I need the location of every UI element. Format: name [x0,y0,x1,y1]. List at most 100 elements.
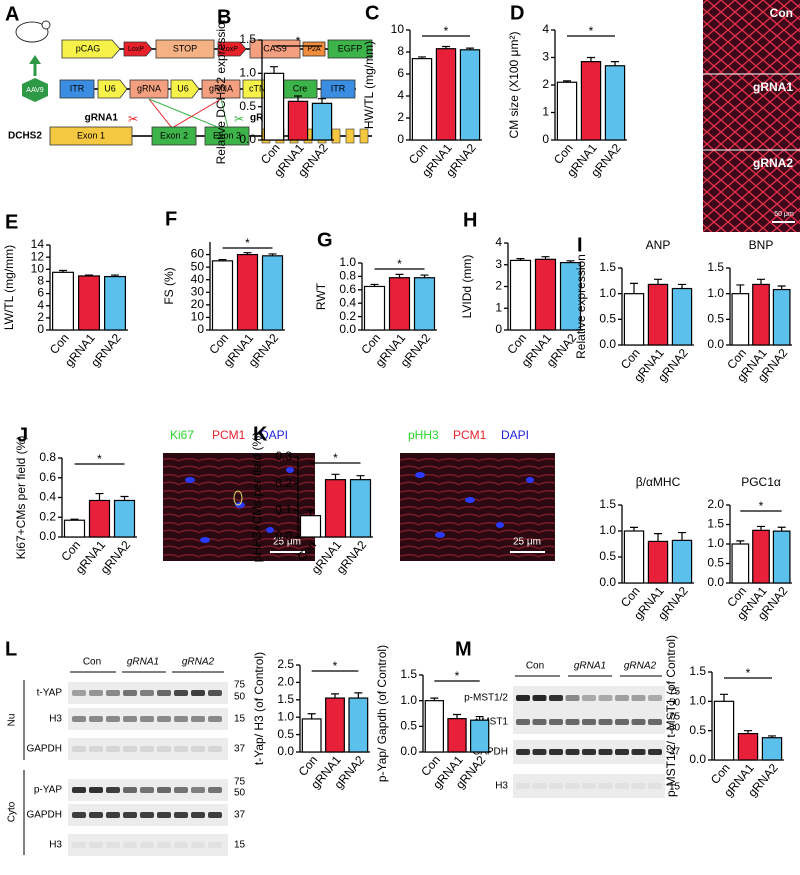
element-label: CAS9 [263,43,287,53]
y-tick-label: 0 [495,322,502,336]
band [89,812,103,818]
y-axis-label: p-MST1/2/ t-MST1 (of Control) [664,635,678,797]
element-label: ITR [70,83,85,93]
band [89,716,103,722]
bar [435,48,457,141]
stain-label: Ki67 [170,428,194,442]
y-axis-label: Ki67+CMs per field (%) [14,436,28,560]
band [615,695,629,701]
bar [63,519,86,538]
band [106,812,120,818]
band [615,783,629,789]
mw-marker: 50 [669,698,681,709]
micrograph [400,453,555,561]
y-tick-label: 10 [191,310,205,324]
y-tick-label: 1.0 [689,694,706,708]
bar [752,529,770,584]
error-bar [331,473,340,480]
band [140,716,154,722]
error-bar [516,258,525,261]
y-axis-label: pHH3+CMs per field (%) [250,432,264,562]
band [565,783,580,789]
band [208,812,222,818]
chart-title: β/αMHC [636,475,681,489]
significance-label: * [746,666,751,680]
row-label: GAPDH [26,810,62,821]
error-bar [630,282,638,294]
exon-label: Exon 3 [213,130,241,140]
bar [299,515,322,538]
y-tick-label: 4 [495,235,502,249]
band [631,783,646,789]
y-tick-label: 10 [391,22,405,36]
mw-marker: 75 [234,680,246,691]
group-label: gRNA1 [127,657,159,668]
y-tick-label: 0.0 [599,337,616,351]
significance-label: * [455,669,460,683]
bar [388,277,411,331]
y-tick-label: 20 [191,297,205,311]
y-tick-label: 1.5 [599,260,616,274]
band [549,695,563,701]
y-tick-label: 0.0 [707,575,724,589]
band [191,716,205,722]
band [157,787,171,793]
y-tick-label: 0.0 [689,752,706,766]
error-bar [356,475,365,480]
significance-label: * [759,499,764,513]
error-bar [59,269,67,273]
target-line [171,98,222,129]
y-tick-label: 6 [37,286,44,300]
band [549,749,563,755]
y-axis-label: CM size (X100 μm²) [507,32,521,139]
y-tick-label: 2.0 [707,497,724,511]
u6 [170,79,200,99]
element-label: LoxP [128,46,144,53]
band [140,787,154,793]
bar [772,288,791,346]
y-tick-label: 0.1 [275,503,292,517]
bar [772,530,791,584]
y-tick-label: 2 [397,110,404,124]
row-label: GAPDH [26,744,62,755]
band [123,716,137,722]
y-tick-label: 1.0 [599,286,616,300]
row-label: p-YAP [34,785,62,796]
element-label: Cre [293,83,308,93]
error-bar [744,730,752,734]
image-label: Con [770,6,793,20]
band [582,749,596,755]
y-tick-label: 0.3 [275,449,292,463]
y-tick-label: 4 [542,22,549,36]
error-bar [306,509,315,516]
bar [731,293,750,346]
blot-m: M Con gRNA1 gRNA2 p-MST1/2t-MST1GAPDHH37… [455,638,681,798]
y-tick-label: 2.0 [277,675,294,689]
element-label: gRNA [137,83,161,93]
target-line [220,98,229,129]
blot-strip [68,834,228,856]
y-tick-label: 0.0 [39,529,56,543]
y-tick-label: 60 [191,247,205,261]
stain-label: DAPI [260,428,288,442]
promoter [61,39,121,59]
y-tick-label: 30 [191,284,205,298]
y-tick-label: 0.5 [707,312,724,326]
error-bar [430,697,439,701]
element-label: pCAG [76,43,101,53]
y-axis-label: Relative expression [574,254,588,359]
band [598,783,613,789]
bar [325,697,345,753]
chart-title: ANP [646,238,671,252]
row-label: H3 [495,781,508,792]
band [72,746,86,752]
y-tick-label: 0.4 [339,295,356,309]
bar [301,718,322,753]
y-tick-label: 4 [37,298,44,312]
error-bar [331,693,339,699]
panel-label: I [577,234,583,256]
y-tick-label: 1.5 [707,260,724,274]
